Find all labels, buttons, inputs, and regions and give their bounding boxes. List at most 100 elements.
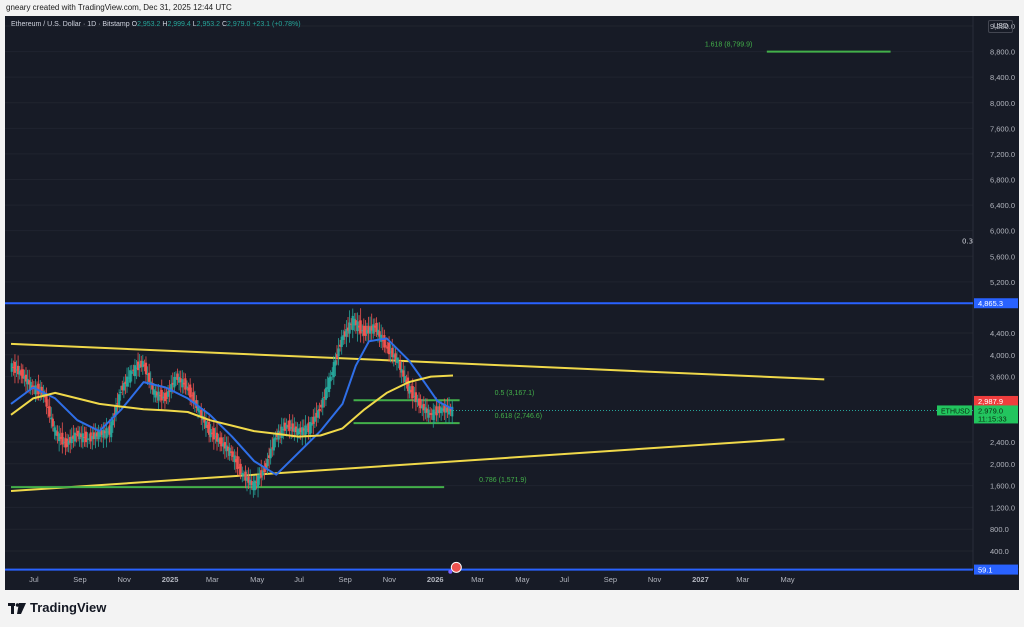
tradingview-logo[interactable]: TradingView (8, 600, 106, 615)
candle-body (241, 473, 243, 475)
candle-body (184, 378, 186, 389)
price-tick-label: 400.0 (990, 547, 1009, 556)
candle-body (112, 419, 114, 425)
candle-body (322, 398, 324, 408)
price-tick-label: 8,400.0 (990, 73, 1015, 82)
candle-body (396, 358, 398, 363)
candle-body (14, 362, 16, 373)
candle-body (186, 387, 188, 388)
fib-level-label: 0.786 (1,571.9) (479, 477, 526, 484)
price-tick-label: 8,000.0 (990, 99, 1015, 108)
event-marker-icon (451, 562, 461, 572)
time-tick-label: Nov (648, 575, 662, 584)
time-tick-label: Sep (604, 575, 617, 584)
price-tick-label: 2,000.0 (990, 460, 1015, 469)
candle-body (325, 388, 327, 400)
fib-level-label: 0.618 (2,746.6) (495, 413, 542, 420)
chart-panel[interactable]: 9,200.0 8,800.0 8,400.0 8,000.0 7,600.0 7,200… (5, 16, 1019, 590)
time-tick-label: Nov (383, 575, 397, 584)
candle-body (372, 324, 374, 333)
time-tick-label: Jul (560, 575, 570, 584)
moving-average-line (11, 376, 453, 437)
candle-body (281, 427, 283, 438)
price-axis-marker-label: 4,865.3 (978, 299, 1003, 308)
price-chart[interactable]: 9,200.0 8,800.0 8,400.0 8,000.0 7,600.0 7,200… (5, 16, 1019, 590)
price-tick-label: 7,200.0 (990, 150, 1015, 159)
time-tick-label: May (515, 575, 529, 584)
time-tick-label: 2026 (427, 575, 444, 584)
time-tick-label: Jul (29, 575, 39, 584)
fib-level-label: 0.5 (3,167.1) (495, 390, 535, 397)
candle-body (334, 360, 336, 365)
price-tick-label: 3,600.0 (990, 373, 1015, 382)
event-marker-dot-icon (448, 570, 452, 574)
price-tick-label: 6,800.0 (990, 176, 1015, 185)
price-tick-label: 4,400.0 (990, 329, 1015, 338)
candle-body (432, 410, 434, 421)
price-tick-label: 1,200.0 (990, 503, 1015, 512)
price-tick-label: 800.0 (990, 525, 1009, 534)
candle-body (85, 432, 87, 443)
candle-body (49, 406, 51, 416)
price-axis-marker-label: 59.1 (978, 566, 993, 575)
price-tick-label: 5,600.0 (990, 252, 1015, 261)
fib-level-label: 1.618 (8,799.9) (705, 42, 752, 49)
low-value: 2,953.2 (197, 21, 220, 28)
price-tick-label: 2,400.0 (990, 438, 1015, 447)
price-tick-label: 6,400.0 (990, 201, 1015, 210)
candle-body (273, 438, 275, 450)
candle-body (270, 449, 272, 459)
candle-body (304, 425, 306, 435)
time-tick-label: 2025 (162, 575, 179, 584)
candle-body (402, 370, 404, 376)
price-tick-label: 8,800.0 (990, 48, 1015, 57)
time-tick-label: May (781, 575, 795, 584)
symbol-tag-label: ETHUSD (941, 408, 970, 415)
time-tick-label: Sep (73, 575, 86, 584)
symbol-legend: Ethereum / U.S. Dollar · 1D · Bitstamp O… (11, 21, 301, 28)
open-value: 2,953.2 (137, 21, 160, 28)
trend-line (11, 439, 785, 491)
time-tick-label: Jul (294, 575, 304, 584)
candle-body (148, 373, 150, 382)
price-tick-label: 6,000.0 (990, 227, 1015, 236)
symbol-title: Ethereum / U.S. Dollar · 1D · Bitstamp (11, 21, 130, 28)
time-tick-label: Mar (206, 575, 219, 584)
price-tick-label: 1,600.0 (990, 482, 1015, 491)
price-tick-label: 5,200.0 (990, 278, 1015, 287)
time-tick-label: Mar (736, 575, 749, 584)
candle-body (319, 409, 321, 411)
price-tick-label: 7,600.0 (990, 124, 1015, 133)
high-value: 2,999.4 (167, 21, 190, 28)
candle-body (118, 394, 120, 405)
candle-body (399, 361, 401, 370)
currency-button[interactable]: USD (988, 20, 1013, 33)
candle-body (120, 392, 122, 393)
tradingview-logo-icon (8, 602, 26, 613)
time-tick-label: Sep (339, 575, 352, 584)
chart-attribution: gneary created with TradingView.com, Dec… (6, 3, 232, 12)
candle-body (105, 428, 107, 438)
change-value: +23.1 (+0.78%) (252, 21, 300, 28)
candle-body (274, 437, 276, 439)
time-tick-label: 2027 (692, 575, 709, 584)
candle-body (289, 420, 291, 431)
candle-body (330, 377, 332, 382)
chart-annotation: 0.3 (962, 237, 973, 245)
candle-body (102, 430, 104, 438)
candle-body (167, 391, 169, 397)
candle-body (131, 371, 133, 374)
price-axis-marker-label: 2,987.9 (978, 397, 1003, 406)
tradingview-logo-text: TradingView (30, 600, 106, 615)
candle-body (173, 377, 175, 387)
time-tick-label: May (250, 575, 264, 584)
candle-body (317, 410, 319, 418)
candle-body (301, 427, 303, 435)
candle-body (52, 419, 54, 427)
candle-body (145, 363, 147, 375)
candle-body (123, 383, 125, 391)
candle-body (337, 348, 339, 356)
price-axis-marker-label: 11:15:33 (978, 414, 1007, 423)
price-tick-label: 4,000.0 (990, 351, 1015, 360)
candle-body (266, 459, 268, 466)
